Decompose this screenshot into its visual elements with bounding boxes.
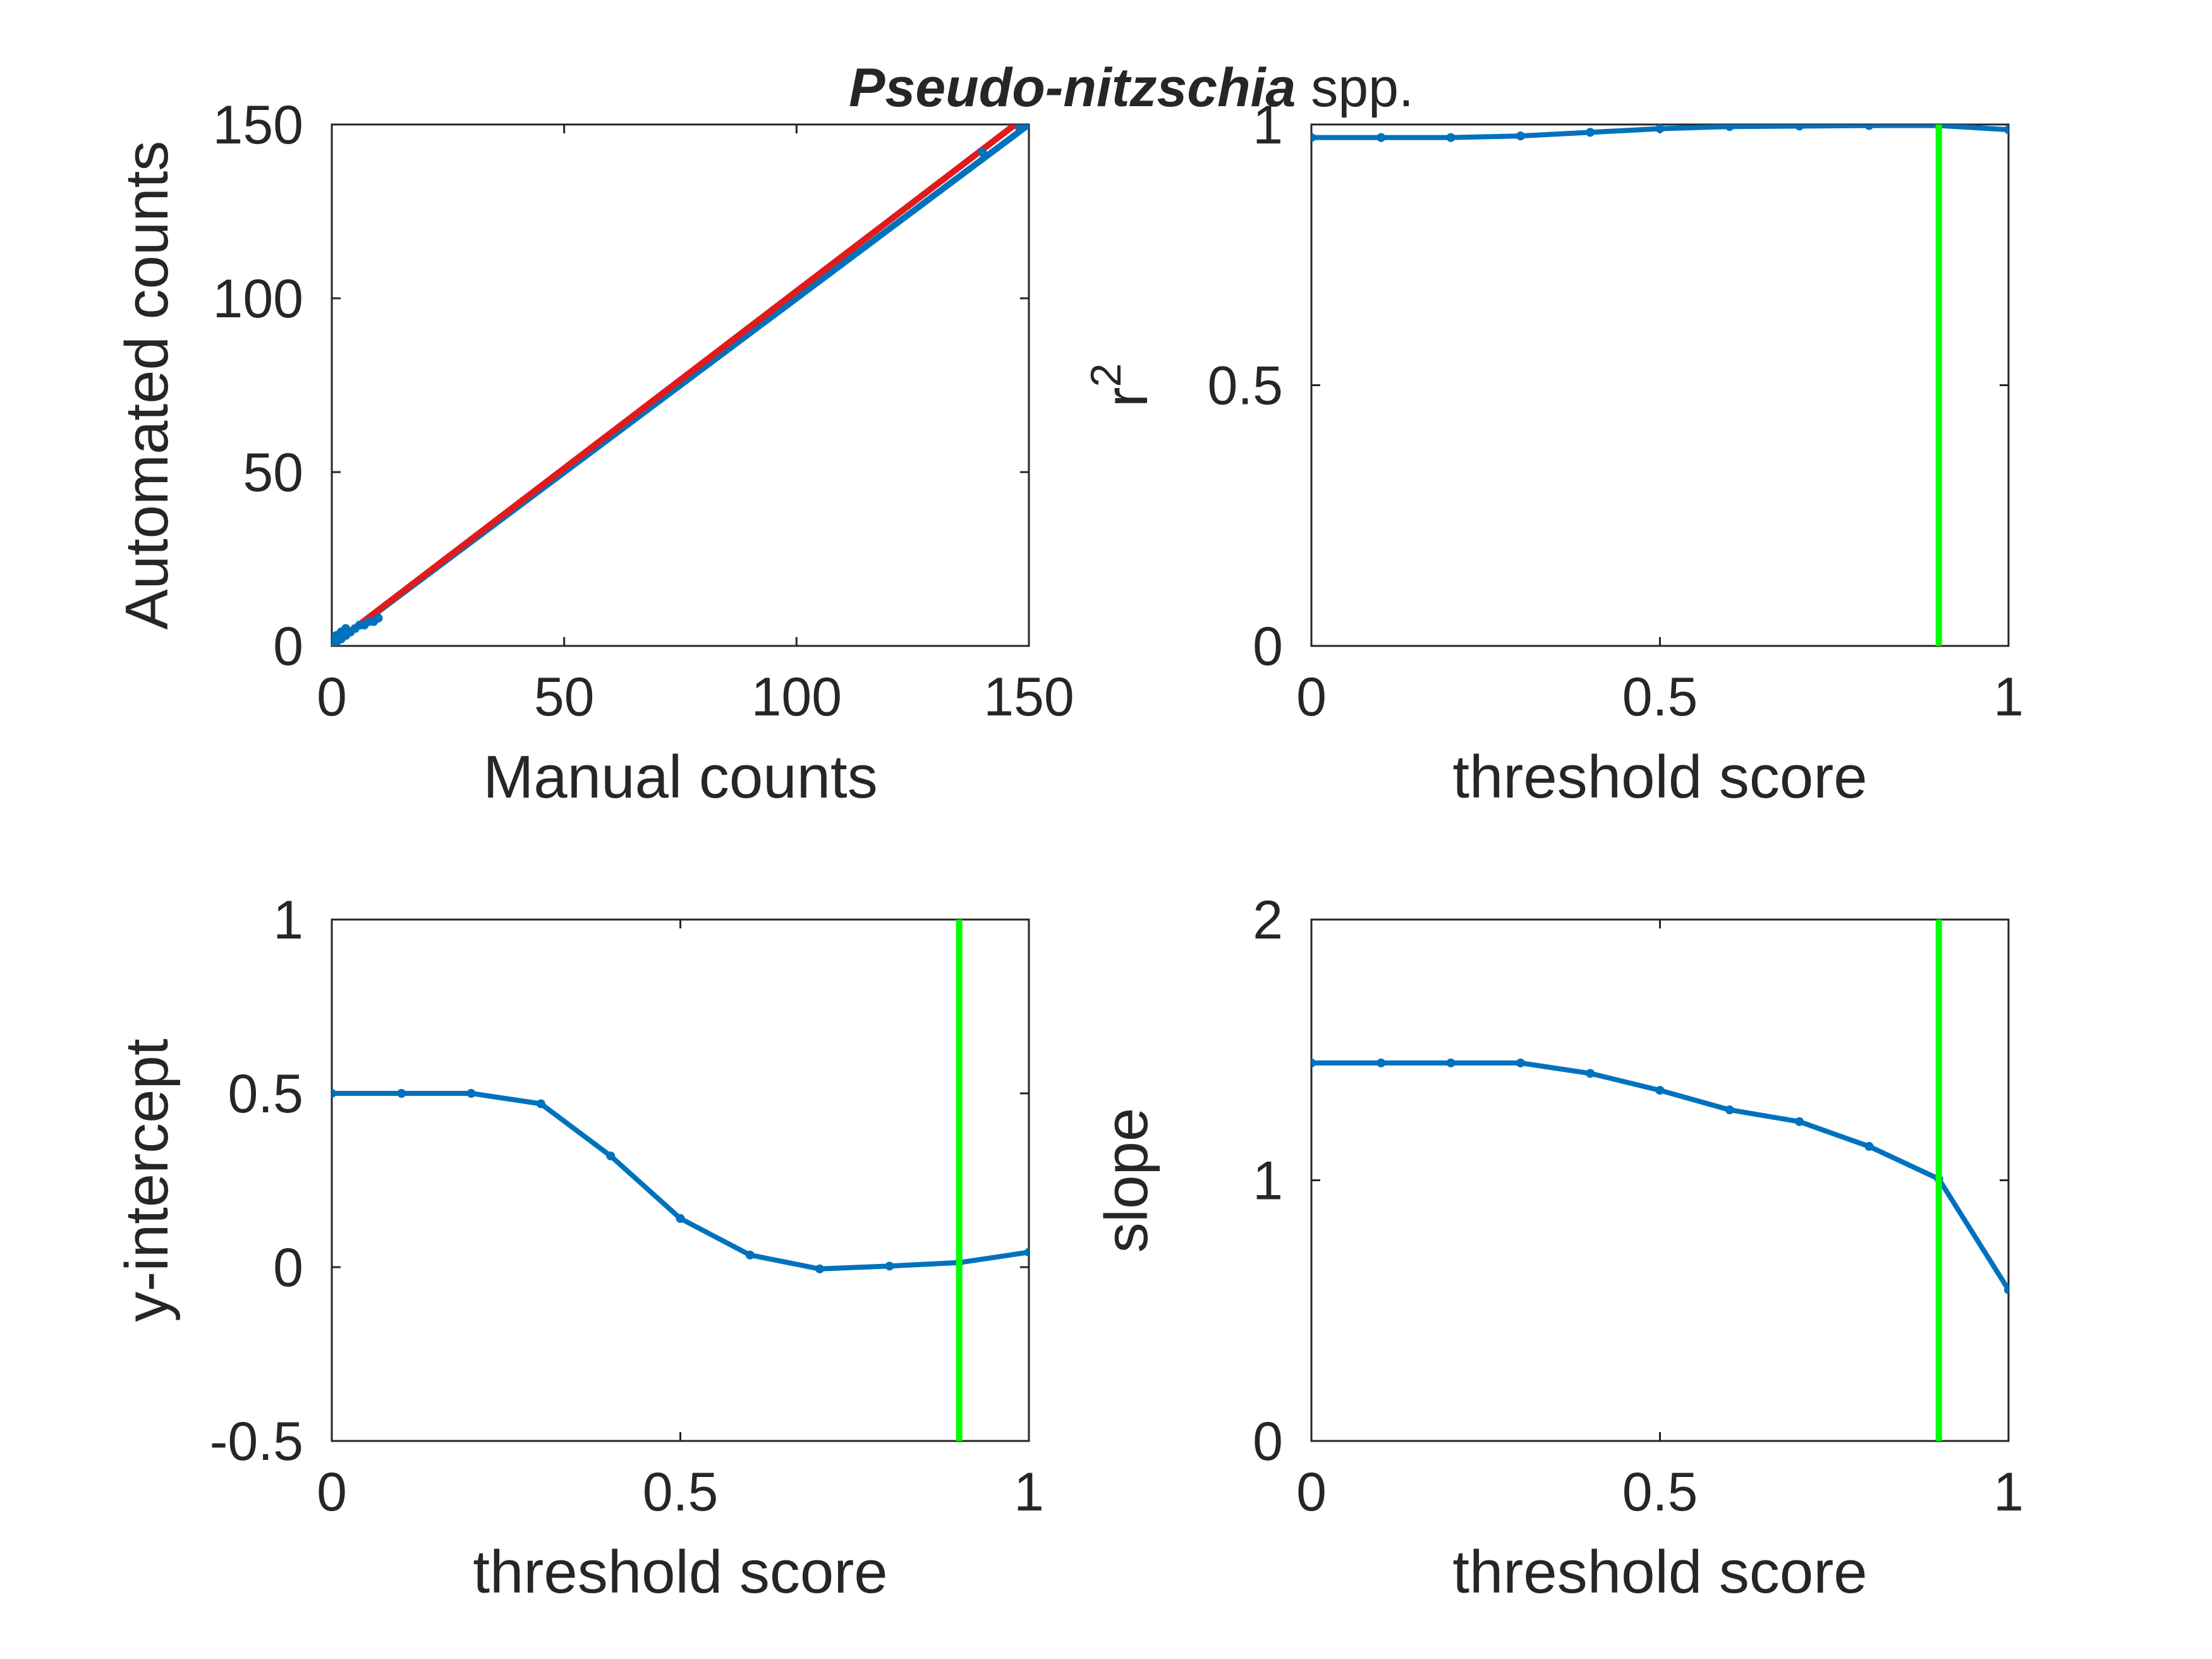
- y-tick-label: 0.5: [1207, 356, 1283, 416]
- data-point: [745, 1250, 755, 1260]
- figure-title-rest: spp.: [1296, 58, 1413, 118]
- data-point: [374, 614, 383, 623]
- data-point: [1015, 125, 1024, 133]
- figure-title-italic: Pseudo-nitzschia: [849, 58, 1296, 118]
- y-tick-label: 100: [213, 269, 304, 329]
- data-point: [2004, 125, 2008, 135]
- data-point: [397, 1089, 406, 1098]
- subplot-1: 0 50 100 150 0 50 100 150 Manual counts Automated…: [113, 95, 1074, 811]
- data-point: [1516, 1058, 1525, 1067]
- y-tick-label: 50: [243, 442, 303, 503]
- y-axis-label: Automated counts: [113, 141, 181, 630]
- data-point: [1311, 133, 1316, 142]
- x-tick-label: 1: [1014, 1462, 1044, 1522]
- plot-area: [1311, 125, 2008, 646]
- data-point: [1586, 1069, 1595, 1078]
- x-axis-label: Manual counts: [483, 743, 877, 811]
- x-tick-label: 1: [1993, 667, 2024, 727]
- y-axis-label: slope: [1093, 1108, 1160, 1253]
- x-axis-label: threshold score: [473, 1538, 887, 1606]
- axes-box: [331, 123, 1030, 647]
- data-point: [536, 1099, 545, 1109]
- data-point: [1725, 1105, 1734, 1115]
- data-point: [1311, 1058, 1316, 1067]
- plot-area: [332, 125, 1029, 646]
- fit-line: [332, 125, 1021, 646]
- data-point: [1864, 125, 1874, 130]
- y-tick-label: 0: [1253, 1411, 1283, 1472]
- y-tick-label: 0: [1253, 616, 1283, 677]
- x-tick-label: 0.5: [643, 1462, 719, 1522]
- y-tick-label: 150: [213, 95, 304, 155]
- data-point: [1864, 1141, 1874, 1151]
- y-tick-label: 0: [273, 1237, 303, 1298]
- plot-area: [1311, 920, 2008, 1441]
- axes-box: [1310, 123, 2010, 647]
- x-tick-label: 150: [983, 667, 1074, 727]
- x-tick-label: 0: [1296, 667, 1327, 727]
- subplot-4: 0 0.5 1 0 1 2 threshold score slope: [1093, 890, 2024, 1606]
- data-point: [1446, 1058, 1455, 1067]
- x-tick-label: 1: [1993, 1462, 2024, 1522]
- y-axis-label: r2: [1082, 363, 1160, 408]
- data-point: [1795, 125, 1804, 131]
- data-point: [2004, 1285, 2008, 1294]
- y-tick-label: 1: [1253, 1151, 1283, 1212]
- x-tick-label: 0.5: [1622, 667, 1698, 727]
- data-point: [332, 1089, 336, 1098]
- data-point: [1376, 1058, 1386, 1067]
- y-tick-label: 1: [273, 890, 303, 951]
- y-tick-label: 2: [1253, 890, 1283, 951]
- plot-area: [332, 920, 1029, 1441]
- axes-box: [331, 918, 1030, 1442]
- data-point: [466, 1089, 476, 1098]
- data-point: [1024, 1248, 1029, 1257]
- data-point: [1655, 1086, 1665, 1095]
- y-axis-label-superscript: 2: [1082, 363, 1130, 387]
- data-point: [1725, 125, 1734, 131]
- x-tick-label: 0.5: [1622, 1462, 1698, 1522]
- figure-title: Pseudo-nitzschia spp.: [849, 58, 1414, 118]
- x-tick-label: 0: [317, 667, 347, 727]
- data-point: [1446, 133, 1455, 142]
- data-point: [1655, 125, 1665, 133]
- data-point: [1586, 128, 1595, 137]
- x-tick-label: 100: [751, 667, 842, 727]
- y-tick-label: 0.5: [228, 1064, 303, 1124]
- axes-box: [1310, 918, 2010, 1442]
- x-axis-label: threshold score: [1452, 743, 1867, 811]
- data-point: [815, 1264, 825, 1273]
- y-tick-label: 0: [273, 616, 303, 677]
- series-line: [332, 1091, 1029, 1272]
- data-point: [885, 1261, 894, 1271]
- data-point: [1376, 133, 1386, 142]
- y-axis-label: y-intercept: [113, 1038, 181, 1322]
- series-line: [1311, 1060, 2008, 1291]
- y-tick-label: 1: [1253, 95, 1283, 155]
- x-tick-label: 0: [1296, 1462, 1327, 1522]
- x-tick-label: 50: [534, 667, 595, 727]
- x-axis-label: threshold score: [1452, 1538, 1867, 1606]
- x-tick-label: 0: [317, 1462, 347, 1522]
- data-point: [606, 1152, 616, 1160]
- data-point: [676, 1214, 685, 1223]
- data-point: [1795, 1117, 1804, 1126]
- subplot-2: 0 0.5 1 0 0.5 1 threshold score r2: [1082, 95, 2024, 811]
- data-point: [1516, 131, 1525, 141]
- data-point: [978, 148, 987, 157]
- y-tick-label: -0.5: [210, 1411, 303, 1472]
